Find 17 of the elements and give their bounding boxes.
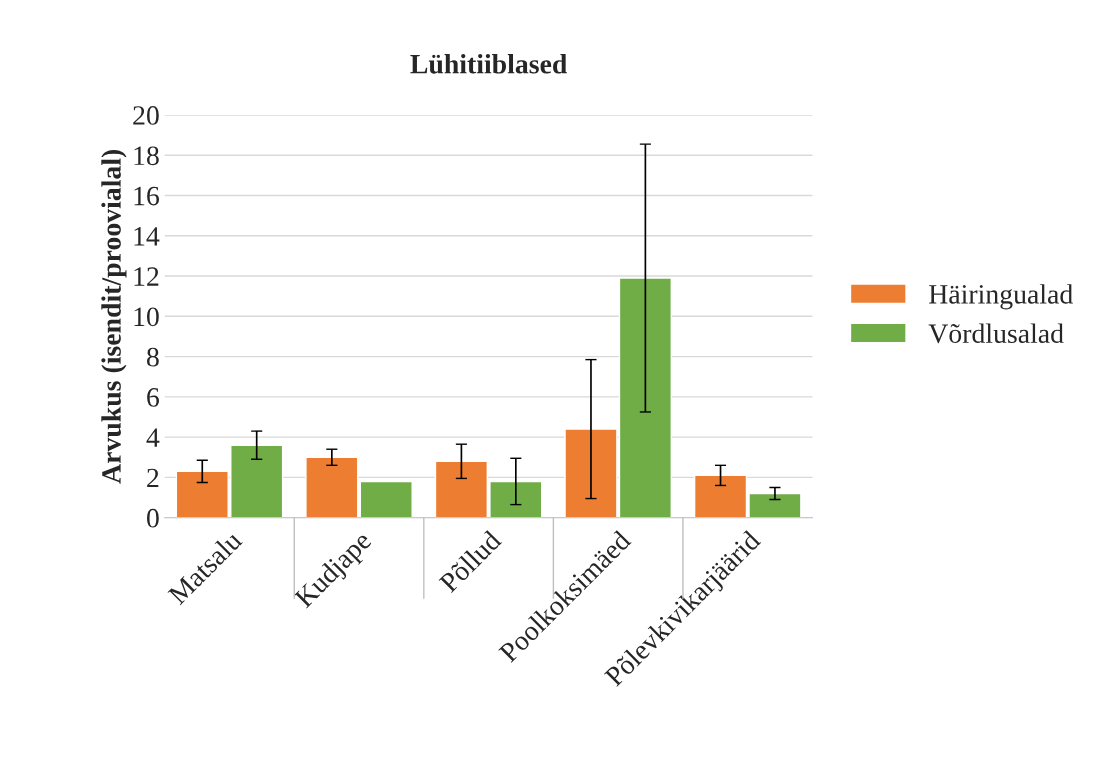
y-tick-label: 16 xyxy=(134,186,160,206)
legend-label: Häiringualad xyxy=(929,284,1073,310)
y-tick-label: 14 xyxy=(134,227,160,246)
y-axis-title: Arvukus (isendit/proovialal) xyxy=(101,149,127,484)
y-tick-label: 8 xyxy=(147,347,159,367)
bar xyxy=(359,480,413,518)
y-tick-label: 2 xyxy=(147,468,159,488)
y-tick-label: 0 xyxy=(147,508,159,528)
bar xyxy=(305,456,359,518)
y-tick-label: 6 xyxy=(147,388,160,407)
y-tick-label: 18 xyxy=(134,146,159,166)
y-tick-label: 20 xyxy=(133,106,159,125)
y-tick-label: 10 xyxy=(134,307,159,327)
chart-title: Lühitiiblased xyxy=(410,54,568,74)
y-tick-label: 12 xyxy=(134,267,159,286)
y-tick-label: 4 xyxy=(146,428,160,447)
legend-label: Võrdlusalad xyxy=(928,323,1064,344)
